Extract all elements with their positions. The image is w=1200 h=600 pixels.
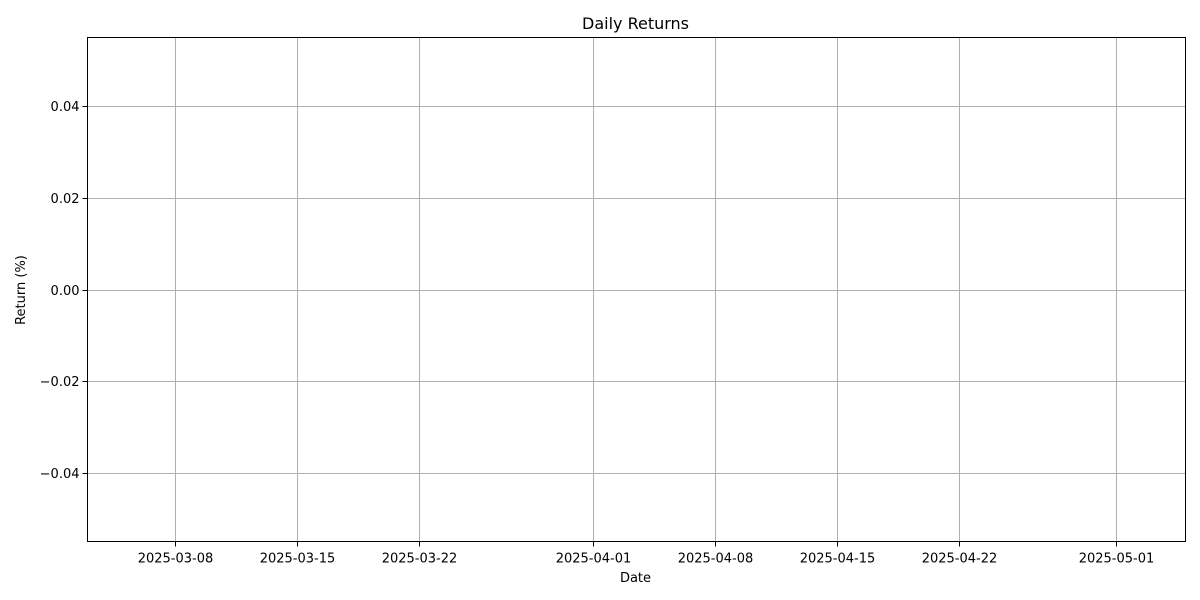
x-tick-label: 2025-03-22 — [382, 552, 458, 567]
y-tick-label: 0.00 — [51, 284, 80, 299]
x-tick-label: 2025-04-15 — [800, 552, 876, 567]
y-tick-label: 0.02 — [51, 192, 80, 207]
x-axis-ticks: 2025-03-08 2025-03-15 2025-03-22 2025-04-01… — [138, 541, 1155, 567]
y-axis-label: Return (%) — [14, 255, 29, 325]
grid-layer — [87, 37, 1186, 542]
x-tick-label: 2025-04-22 — [922, 552, 998, 567]
plot-area-frame — [87, 37, 1186, 542]
chart-title: Daily Returns — [582, 14, 689, 33]
x-tick-label: 2025-04-08 — [678, 552, 754, 567]
y-axis-ticks: 0.04 0.02 0.00 −0.02 −0.04 — [40, 100, 88, 482]
x-tick-label: 2025-04-01 — [556, 552, 632, 567]
x-tick-label: 2025-05-01 — [1079, 552, 1155, 567]
x-axis-label: Date — [620, 571, 651, 586]
x-tick-label: 2025-03-15 — [260, 552, 336, 567]
y-tick-label: 0.04 — [51, 100, 80, 115]
y-tick-label: −0.04 — [40, 467, 80, 482]
x-tick-label: 2025-03-08 — [138, 552, 214, 567]
y-tick-label: −0.02 — [40, 375, 80, 390]
